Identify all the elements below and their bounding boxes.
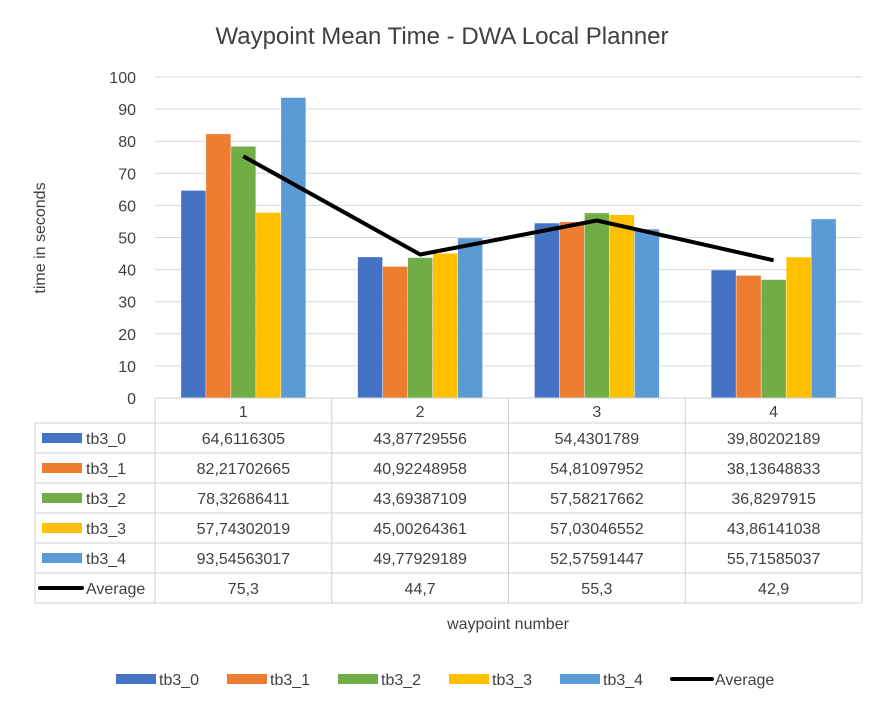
legend-key-tb3_4 <box>560 674 600 684</box>
bar-tb3_0-2 <box>357 257 383 398</box>
data-label: 54,81097952 <box>550 461 644 478</box>
legend-label: Average <box>715 672 774 689</box>
y-tick-label: 70 <box>118 166 136 183</box>
table-key-tb3_4 <box>42 553 82 563</box>
y-axis-label: time in seconds <box>32 182 49 293</box>
data-label: 49,77929189 <box>373 551 467 568</box>
data-label: 38,13648833 <box>727 461 821 478</box>
y-tick-label: 90 <box>118 102 136 119</box>
legend: tb3_0 tb3_1 tb3_2 tb3_3 tb3_4 Average <box>116 672 774 689</box>
legend-label: tb3_1 <box>270 672 310 689</box>
data-label: 57,58217662 <box>550 491 644 508</box>
data-label: 54,4301789 <box>555 431 640 448</box>
bar-tb3_1-2 <box>382 266 408 398</box>
data-table: 1 2 3 4 tb3_0 64,6116305 43,87729556 54,4301789… <box>34 397 863 604</box>
data-label: 45,00264361 <box>373 521 467 538</box>
y-tick-label: 60 <box>118 198 136 215</box>
bar-tb3_3-1 <box>256 212 281 398</box>
x-tick-label: 1 <box>239 404 248 421</box>
table-series-name: tb3_4 <box>86 551 126 568</box>
data-label: 43,86141038 <box>727 521 821 538</box>
data-label: 82,21702665 <box>197 461 291 478</box>
bar-tb3_2-1 <box>231 146 256 398</box>
bar-tb3_4-3 <box>634 229 660 398</box>
data-label: 75,3 <box>228 581 259 598</box>
legend-key-tb3_3 <box>449 674 489 684</box>
y-tick-label: 20 <box>118 327 136 344</box>
data-label: 42,9 <box>758 581 789 598</box>
data-label: 36,8297915 <box>731 491 816 508</box>
legend-key-tb3_0 <box>116 674 156 684</box>
table-key-tb3_2 <box>42 493 82 503</box>
legend-key-tb3_1 <box>227 674 267 684</box>
bar-tb3_3-4 <box>786 257 811 398</box>
bar-tb3_0-3 <box>534 223 560 398</box>
legend-label: tb3_2 <box>381 672 421 689</box>
bar-tb3_4-2 <box>457 238 483 398</box>
data-label: 55,71585037 <box>727 551 821 568</box>
bar-tb3_4-1 <box>281 97 306 398</box>
bar-tb3_2-3 <box>584 213 610 398</box>
y-tick-label: 50 <box>118 231 136 248</box>
table-series-name: Average <box>86 581 145 598</box>
x-axis-label: waypoint number <box>446 616 570 633</box>
data-label: 44,7 <box>405 581 436 598</box>
x-tick-label: 2 <box>416 404 425 421</box>
chart-title: Waypoint Mean Time - DWA Local Planner <box>215 23 668 50</box>
data-label: 40,92248958 <box>373 461 467 478</box>
table-key-tb3_0 <box>42 433 82 443</box>
series-line-Average <box>242 154 775 263</box>
table-key-tb3_1 <box>42 463 82 473</box>
table-series-name: tb3_1 <box>86 461 126 478</box>
bar-tb3_2-4 <box>761 279 786 398</box>
data-label: 78,32686411 <box>197 491 289 508</box>
data-label: 39,80202189 <box>727 431 821 448</box>
legend-label: tb3_0 <box>159 672 199 689</box>
x-tick-label: 3 <box>592 404 601 421</box>
bars <box>181 97 836 398</box>
y-tick-label: 40 <box>118 263 136 280</box>
table-series-name: tb3_0 <box>86 431 126 448</box>
average-line <box>242 154 775 263</box>
y-tick-label: 0 <box>127 391 136 408</box>
y-tick-label: 100 <box>109 70 136 87</box>
table-series-name: tb3_3 <box>86 521 126 538</box>
y-axis-ticks: 0 10 20 30 40 50 60 70 80 90 100 <box>109 70 136 408</box>
bar-tb3_1-3 <box>559 222 585 398</box>
bar-tb3_0-4 <box>711 270 736 398</box>
bar-tb3_1-1 <box>206 134 231 398</box>
table-series-name: tb3_2 <box>86 491 126 508</box>
data-label: 93,54563017 <box>197 551 291 568</box>
data-label: 57,03046552 <box>550 521 644 538</box>
bar-tb3_0-1 <box>181 190 206 398</box>
x-tick-label: 4 <box>769 404 778 421</box>
bar-tb3_2-2 <box>407 257 433 398</box>
table-key-tb3_3 <box>42 523 82 533</box>
data-label: 43,69387109 <box>373 491 467 508</box>
y-tick-label: 10 <box>118 359 136 376</box>
y-tick-label: 30 <box>118 295 136 312</box>
legend-label: tb3_3 <box>492 672 532 689</box>
bar-tb3_3-3 <box>609 214 635 398</box>
data-label: 52,57591447 <box>550 551 644 568</box>
data-label: 55,3 <box>581 581 612 598</box>
bar-tb3_3-2 <box>432 253 458 398</box>
data-label: 57,74302019 <box>197 521 291 538</box>
bar-tb3_1-4 <box>736 275 761 398</box>
data-label: 64,6116305 <box>202 431 285 448</box>
legend-key-tb3_2 <box>338 674 378 684</box>
bar-tb3_4-4 <box>811 219 836 398</box>
y-tick-label: 80 <box>118 134 136 151</box>
data-label: 43,87729556 <box>373 431 467 448</box>
legend-label: tb3_4 <box>603 672 643 689</box>
